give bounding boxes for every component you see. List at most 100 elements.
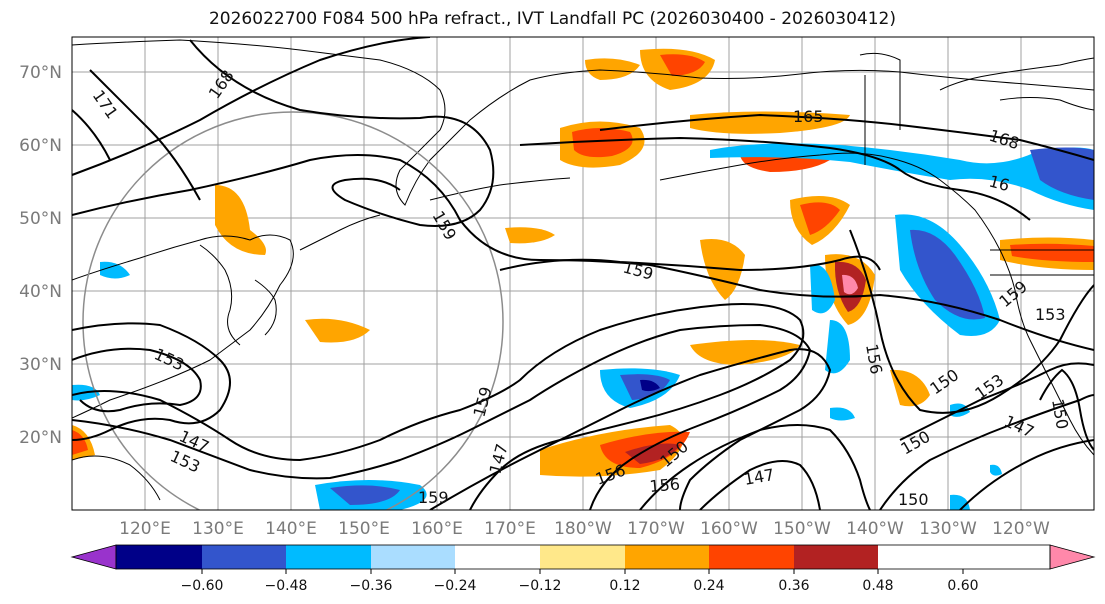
lat-label: 70°N [19,63,62,83]
refractivity-contours [72,37,1094,510]
coastline [72,455,161,501]
contour-line [72,322,231,441]
coastline [659,152,1094,456]
positive-anomaly-area [215,185,266,255]
colorbar-tick-label: −0.48 [265,578,308,594]
contour-line [599,113,1094,161]
positive-anomaly-area [625,443,680,464]
lon-label: 130°E [192,519,244,539]
contour-line [89,69,201,201]
lon-label: 170°W [627,519,685,539]
lon-label: 160°E [411,519,463,539]
contour-line [72,323,812,510]
contour-line [499,255,881,272]
contour-label: 165 [793,107,824,126]
lat-label: 20°N [19,428,62,448]
contour-line [699,460,821,510]
coastlines [72,39,1094,501]
colorbar-bin [286,545,371,569]
lon-label: 150°W [773,519,831,539]
negative-anomaly-area [910,229,985,320]
coastline [199,244,241,346]
negative-anomaly-area [830,407,855,421]
coastline [299,214,381,251]
coastline [72,234,294,419]
lon-label: 120°W [992,519,1050,539]
colorbar-tick-label: 0.48 [862,578,893,594]
map-frame [71,36,1095,511]
contour-line [519,136,1031,221]
contour-label: 156 [649,474,681,496]
negative-anomaly-area [990,464,1002,476]
colorbar-bin [709,545,794,569]
colorbar-frame [115,544,1051,570]
contour-line [72,109,111,161]
colorbar-tick-label: 0.24 [693,578,724,594]
colorbar-tick-label: −0.24 [434,578,477,594]
contour-line [72,347,202,413]
contour-line [72,37,431,176]
positive-anomaly-area [842,274,858,295]
positive-anomaly-area [72,430,88,455]
ivt-shading [72,48,1094,510]
contour-line [189,39,495,227]
contour-line [899,362,1094,441]
positive-anomaly-area [585,58,640,80]
coastline [990,249,1094,276]
lon-label: 150°E [338,519,390,539]
colorbar-bin [371,545,455,569]
landfall-radius-circle [82,111,504,510]
positive-anomaly-area [890,369,930,407]
lon-label: 140°E [265,519,317,539]
contour-line [879,394,1094,510]
coastline [429,177,571,201]
contour-line [849,229,1094,414]
contour-line [429,348,832,510]
lon-label: 170°E [484,519,536,539]
lon-label: 130°W [919,519,977,539]
contour-line [639,424,871,510]
colorbar-tick-label: −0.60 [181,578,224,594]
positive-anomaly-area [305,318,370,343]
positive-anomaly-area [800,202,840,235]
contour-line [72,303,805,510]
colorbar: −0.60 −0.48 −0.36 −0.24 −0.12 0.12 0.24 0.36 0.4… [70,544,1096,594]
contour-line [1039,368,1094,451]
lon-label: 120°E [119,519,171,539]
lat-label: 30°N [19,355,62,375]
colorbar-tick-label: 0.36 [778,578,809,594]
colorbar-tick-label: −0.36 [350,578,393,594]
contour-line [959,439,1094,510]
coastline [939,57,1094,91]
positive-anomaly-area [505,227,555,244]
colorbar-tick-label: −0.12 [519,578,562,594]
negative-anomaly-area [825,320,850,374]
coastline [254,279,277,336]
lon-label: 180°W [554,519,612,539]
colorbar-bin [202,545,286,569]
negative-anomaly-area [1030,147,1094,200]
colorbar-bin [625,545,709,569]
positive-anomaly-area [660,54,705,76]
colorbar-tick-label: 0.12 [609,578,640,594]
colorbar-extend-right [1049,544,1096,570]
lon-label: 140°W [846,519,904,539]
contour-label: 150 [898,490,929,509]
negative-anomaly-area [810,264,835,314]
contour-label: 159 [418,488,449,507]
coastline [72,39,1094,206]
negative-anomaly-area [640,379,660,392]
colorbar-bin [455,545,540,569]
contour-label: 153 [1035,305,1066,324]
colorbar-bin [794,545,878,569]
negative-anomaly-area [330,485,400,505]
negative-anomaly-area [100,261,130,279]
coastline [859,52,901,165]
lat-label: 40°N [19,282,62,302]
lon-label: 160°W [700,519,758,539]
colorbar-extend-left [70,544,117,570]
contour-line [72,154,1094,351]
lat-label: 60°N [19,136,62,156]
map-title: 2026022700 F084 500 hPa refract., IVT La… [208,9,896,29]
